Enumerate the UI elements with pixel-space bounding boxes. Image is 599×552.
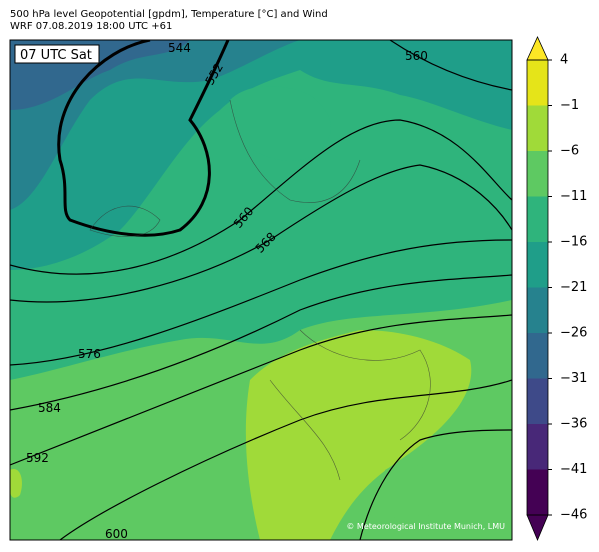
colorbar-band xyxy=(527,242,548,288)
temp-region xyxy=(230,86,331,161)
colorbar-tick-label: −16 xyxy=(560,235,587,250)
time-label-box xyxy=(14,44,100,64)
colorbar-tick-label: −46 xyxy=(560,508,587,523)
colorbar-tick-label: −31 xyxy=(560,371,587,386)
colorbar-tick-label: −36 xyxy=(560,417,587,432)
colorbar-band xyxy=(527,333,548,379)
colorbar-tick-label: −6 xyxy=(560,144,579,159)
contour-lines xyxy=(10,40,512,540)
colorbar-tick-label: 4 xyxy=(560,53,568,68)
colorbar-band xyxy=(527,151,548,197)
colorbar-band xyxy=(527,469,548,515)
contour-label: 584 xyxy=(38,401,61,415)
colorbar-band xyxy=(527,60,548,106)
colorbar-over xyxy=(526,36,549,61)
title-line: WRF 07.08.2019 18:00 UTC +61 xyxy=(10,21,172,32)
credit: © Meteorological Institute Munich, LMU xyxy=(346,522,505,531)
colorbar-band xyxy=(527,196,548,242)
contour-label: 560 xyxy=(405,49,428,63)
colorbar-band xyxy=(527,287,548,333)
colorbar-tick-label: −1 xyxy=(560,98,579,113)
map-frame xyxy=(9,39,513,541)
contour-label: 544 xyxy=(168,41,191,55)
map xyxy=(10,40,512,540)
temp-region xyxy=(10,469,22,498)
colorbar-band xyxy=(527,105,548,151)
colorbar-tick-label: −11 xyxy=(560,189,587,204)
contour-label: 600 xyxy=(105,527,128,541)
colorbar-under xyxy=(526,514,549,542)
colorbar-band xyxy=(527,424,548,470)
time-label: 07 UTC Sat xyxy=(20,48,92,63)
contour-bold xyxy=(57,40,230,237)
colorbar-tick-label: −26 xyxy=(560,326,587,341)
contour-label: 576 xyxy=(78,347,101,361)
colorbar-tick-label: −21 xyxy=(560,280,587,295)
temp-region xyxy=(245,330,472,540)
temp-region xyxy=(10,40,512,270)
title-line: 500 hPa level Geopotential [gpdm], Tempe… xyxy=(10,9,328,20)
contour-label: 592 xyxy=(26,451,49,465)
colorbar: 4 −1 −6 −11 −16 −21 −26 −31 −36 −41 −46 xyxy=(526,36,587,542)
temp-region xyxy=(385,464,445,521)
colorbar-band xyxy=(527,378,548,424)
colorbar-tick-label: −41 xyxy=(560,462,587,477)
